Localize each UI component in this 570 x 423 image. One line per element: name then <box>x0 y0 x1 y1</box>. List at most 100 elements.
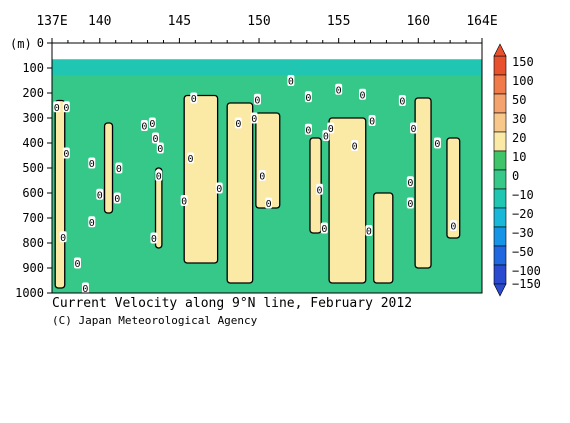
colorbar-label: 150 <box>512 55 534 69</box>
zero-contour-label: 0 <box>97 190 103 201</box>
y-tick-label: 0 <box>37 36 44 50</box>
colorbar-segment <box>493 112 507 133</box>
zero-label-bg <box>81 282 89 293</box>
x-tick-label: 150 <box>247 14 270 29</box>
zero-label-bg <box>449 220 457 231</box>
region-positive <box>255 112 281 209</box>
zero-contour-label: 0 <box>407 199 413 210</box>
y-tick-label: 1000 <box>15 286 44 300</box>
zero-contour-label: 0 <box>352 142 358 153</box>
zero-label-bg <box>258 170 266 181</box>
region-positive <box>103 122 114 214</box>
zero-label-bg <box>150 232 158 244</box>
region-positive <box>226 102 254 284</box>
zero-label-bg <box>152 132 160 144</box>
colorbar-segment <box>493 74 507 95</box>
zero-contour-label: 0 <box>259 172 265 183</box>
zero-contour-label: 0 <box>235 119 241 130</box>
zero-label-bg <box>59 231 67 243</box>
zero-contour-label: 0 <box>116 164 122 175</box>
y-tick-label: 200 <box>22 86 44 100</box>
zero-label-bg <box>304 123 312 135</box>
colorbar-label: −20 <box>512 207 534 221</box>
zero-contour-label: 0 <box>305 125 311 136</box>
zero-contour-label: 0 <box>60 233 66 244</box>
colorbar-label: 10 <box>512 150 526 164</box>
x-tick-label: 145 <box>168 14 191 29</box>
zero-contour-label: 0 <box>89 218 95 229</box>
zero-label-bg <box>62 101 70 113</box>
zero-contour-label: 0 <box>153 134 159 145</box>
zero-label-bg <box>320 222 328 234</box>
y-unit-label: (m) <box>10 37 32 51</box>
zero-label-bg <box>398 95 406 106</box>
x-axis: 137E 140 145 150 155 160 164E <box>36 14 498 43</box>
colorbar-segment <box>493 264 507 285</box>
zero-label-bg <box>250 112 258 124</box>
zero-label-bg <box>410 122 418 134</box>
zero-contour-label: 0 <box>366 227 372 238</box>
zero-label-bg <box>335 83 343 95</box>
zero-label-bg <box>148 117 156 129</box>
colorbar-label: −50 <box>512 245 534 259</box>
y-tick-label: 100 <box>22 61 44 75</box>
zero-contour-label: 0 <box>450 222 456 233</box>
plot-area: 0 0 0 0 0 0 0 0 0 0 0 0 0 0 0 0 0 0 0 0 0 0 0 0 0 0 0 0 0 0 0 0 0 0 0 0 0 0 0 0… <box>52 43 482 295</box>
zero-label-bg <box>53 101 61 113</box>
colorbar-segment <box>493 169 507 190</box>
zero-label-bg <box>287 75 295 86</box>
surface-gap <box>52 43 482 60</box>
zero-label-bg <box>359 88 367 100</box>
zero-label-bg <box>140 120 148 131</box>
zero-contour-label: 0 <box>141 122 147 133</box>
zero-contour-label: 0 <box>328 124 334 135</box>
zero-label-bg <box>190 92 198 104</box>
region-positive <box>154 167 163 249</box>
zero-label-bg <box>96 188 104 200</box>
zero-contour-label: 0 <box>323 132 329 143</box>
zero-label-bg <box>253 93 261 105</box>
colorbar-segment <box>493 55 507 76</box>
zero-contour-label: 0 <box>151 234 157 245</box>
colorbar-segment <box>493 150 507 171</box>
colorbar-top-arrow <box>493 43 507 57</box>
zero-contour-label: 0 <box>188 154 194 165</box>
zero-label-bg <box>368 115 376 126</box>
zero-label-bg <box>327 122 335 134</box>
colorbar-segment <box>493 93 507 114</box>
zero-contour-label: 0 <box>407 178 413 189</box>
x-tick-label: 155 <box>327 14 350 29</box>
zero-contour-label: 0 <box>89 159 95 170</box>
zero-contour-label: 0 <box>254 95 260 106</box>
colorbar-segment <box>493 226 507 247</box>
zero-label-bg <box>62 147 70 159</box>
colorbar-label: −30 <box>512 226 534 240</box>
colorbar-segment <box>493 207 507 228</box>
colorbar-label: 20 <box>512 131 526 145</box>
zero-label-bg <box>115 162 123 174</box>
zero-label-bg <box>88 216 96 228</box>
zero-contour-label: 0 <box>149 119 155 130</box>
colorbar-bottom-arrow <box>493 283 507 297</box>
region-positive <box>54 99 66 289</box>
colorbar-label: −10 <box>512 188 534 202</box>
zero-label-bg <box>113 192 121 204</box>
zero-contour-label: 0 <box>216 184 222 195</box>
zero-label-bg <box>351 140 359 151</box>
region-positive <box>328 117 367 284</box>
zero-contour-label: 0 <box>156 172 162 183</box>
region-positive <box>373 192 394 284</box>
x-tick-label: 160 <box>407 14 430 29</box>
zero-contour-label: 0 <box>82 284 88 295</box>
zero-contour-label: 0 <box>360 90 366 101</box>
zero-label-bg <box>156 142 164 154</box>
zero-label-bg <box>180 195 188 206</box>
zero-contour-label: 0 <box>181 197 187 208</box>
colorbar-label: 0 <box>512 169 519 183</box>
zero-contour-label: 0 <box>411 124 417 135</box>
colorbar-label: −150 <box>512 277 541 291</box>
zero-contour-label: 0 <box>191 94 197 105</box>
zero-label-bg <box>73 257 81 269</box>
